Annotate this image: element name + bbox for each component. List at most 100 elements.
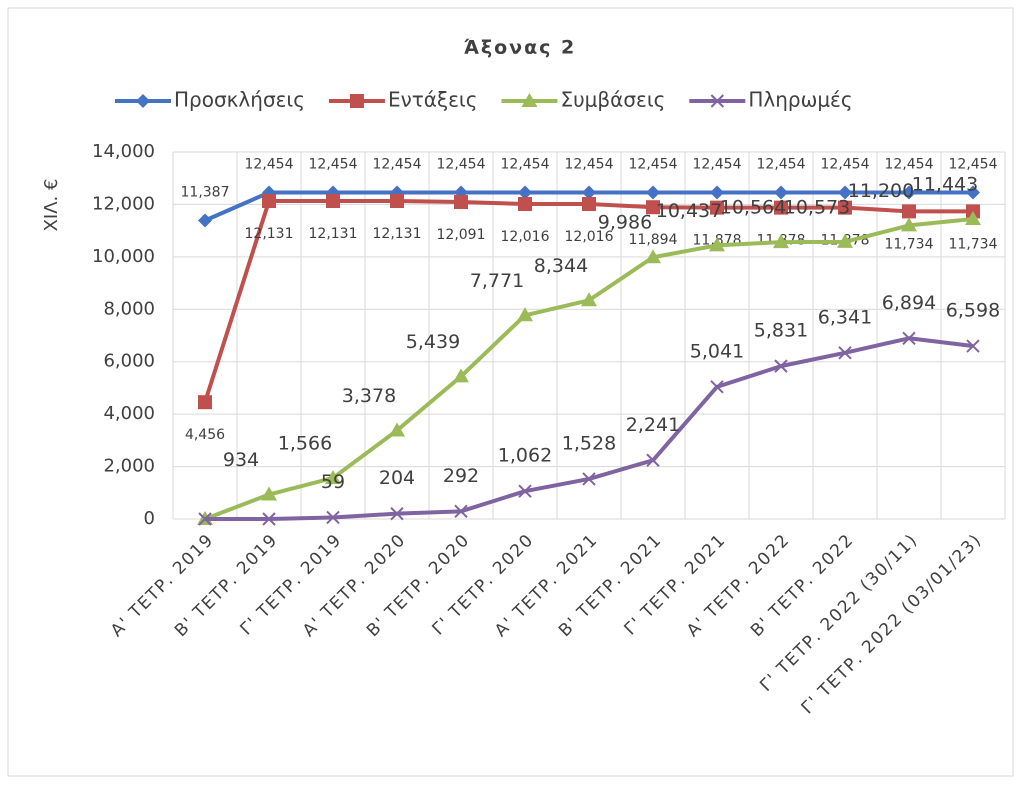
marker bbox=[582, 197, 596, 212]
chart-title: Άξονας 2 bbox=[464, 37, 577, 59]
data-label: 59 bbox=[321, 471, 345, 493]
y-axis-label: ΧΙΛ. € bbox=[41, 179, 62, 232]
marker bbox=[710, 200, 724, 215]
data-label: 12,454 bbox=[949, 157, 998, 173]
marker bbox=[389, 422, 405, 437]
marker bbox=[709, 237, 725, 252]
data-label: 6,341 bbox=[818, 306, 872, 328]
y-tick-label: 2,000 bbox=[103, 456, 155, 477]
data-label: 12,454 bbox=[565, 157, 614, 173]
y-tick-label: 8,000 bbox=[103, 298, 155, 319]
data-label: 12,091 bbox=[437, 227, 486, 243]
data-label: 12,131 bbox=[373, 226, 422, 242]
data-label: 10,573 bbox=[784, 196, 850, 218]
marker bbox=[646, 200, 660, 215]
data-label: 10,437 bbox=[656, 200, 722, 222]
marker bbox=[838, 185, 852, 200]
data-label: 12,131 bbox=[245, 226, 294, 242]
marker bbox=[646, 453, 660, 467]
data-label: 12,454 bbox=[757, 157, 806, 173]
legend-label: Προσκλήσεις bbox=[174, 88, 305, 112]
marker bbox=[453, 368, 469, 383]
marker bbox=[645, 249, 661, 264]
marker bbox=[198, 213, 212, 228]
data-label: 8,344 bbox=[534, 255, 588, 277]
marker bbox=[261, 486, 277, 501]
y-tick-label: 14,000 bbox=[92, 141, 155, 162]
data-label: 11,443 bbox=[912, 174, 978, 196]
marker bbox=[902, 204, 916, 219]
marker bbox=[518, 197, 532, 212]
data-label: 1,062 bbox=[498, 445, 552, 467]
legend-label: Εντάξεις bbox=[388, 88, 478, 112]
marker bbox=[262, 512, 276, 526]
data-label: 3,378 bbox=[342, 385, 396, 407]
data-label: 7,771 bbox=[470, 270, 524, 292]
marker bbox=[454, 195, 468, 210]
marker bbox=[966, 185, 980, 200]
data-label: 11,200 bbox=[848, 180, 914, 202]
data-label: 12,131 bbox=[309, 226, 358, 242]
data-label: 12,454 bbox=[309, 157, 358, 173]
marker bbox=[581, 292, 597, 307]
marker bbox=[262, 193, 276, 208]
legend-marker bbox=[349, 94, 364, 108]
marker bbox=[325, 469, 341, 484]
marker bbox=[837, 233, 853, 248]
data-label: 1,528 bbox=[562, 432, 616, 454]
data-label: 11,734 bbox=[949, 236, 998, 252]
data-label: 12,454 bbox=[693, 157, 742, 173]
marker bbox=[390, 193, 404, 208]
data-label: 12,016 bbox=[565, 229, 614, 245]
marker bbox=[838, 200, 852, 215]
marker bbox=[902, 185, 916, 200]
data-label: 5,439 bbox=[406, 331, 460, 353]
marker bbox=[326, 193, 340, 208]
marker bbox=[198, 512, 212, 526]
chart-frame bbox=[7, 7, 1014, 777]
data-label: 10,564 bbox=[720, 197, 786, 219]
y-tick-label: 10,000 bbox=[92, 246, 155, 267]
marker bbox=[517, 307, 533, 322]
data-label: 11,894 bbox=[629, 232, 678, 248]
marker bbox=[390, 506, 404, 521]
marker bbox=[646, 185, 660, 200]
marker bbox=[774, 200, 788, 215]
y-tick-label: 4,000 bbox=[103, 403, 155, 424]
data-label: 12,454 bbox=[885, 157, 934, 173]
marker bbox=[966, 339, 980, 353]
marker bbox=[518, 484, 532, 498]
marker bbox=[901, 217, 917, 232]
marker bbox=[902, 331, 916, 345]
data-label: 934 bbox=[223, 449, 259, 471]
data-label: 11,387 bbox=[181, 184, 230, 200]
data-label: 11,734 bbox=[885, 236, 934, 252]
data-label: 6,598 bbox=[946, 300, 1000, 322]
marker bbox=[454, 504, 468, 519]
legend-marker bbox=[136, 94, 150, 108]
data-label: 4,456 bbox=[185, 427, 225, 443]
data-label: 12,016 bbox=[501, 229, 550, 245]
marker bbox=[582, 185, 596, 200]
data-label: 5,041 bbox=[690, 340, 744, 362]
data-label: 12,454 bbox=[245, 157, 294, 173]
legend-marker bbox=[521, 93, 538, 107]
data-label: 2,241 bbox=[626, 414, 680, 436]
marker bbox=[710, 380, 724, 394]
data-label: 1,566 bbox=[278, 432, 332, 454]
y-tick-label: 6,000 bbox=[103, 351, 155, 372]
marker bbox=[518, 185, 532, 200]
marker bbox=[326, 510, 340, 525]
marker bbox=[774, 359, 788, 373]
data-label: 204 bbox=[379, 467, 415, 489]
data-label: 12,454 bbox=[437, 157, 486, 173]
marker bbox=[965, 211, 981, 226]
marker bbox=[838, 346, 852, 360]
marker bbox=[774, 185, 788, 200]
legend-marker bbox=[710, 94, 725, 108]
data-label: 5,831 bbox=[754, 320, 808, 342]
data-label: 6,894 bbox=[882, 292, 936, 314]
marker bbox=[710, 185, 724, 200]
data-label: 12,454 bbox=[821, 157, 870, 173]
